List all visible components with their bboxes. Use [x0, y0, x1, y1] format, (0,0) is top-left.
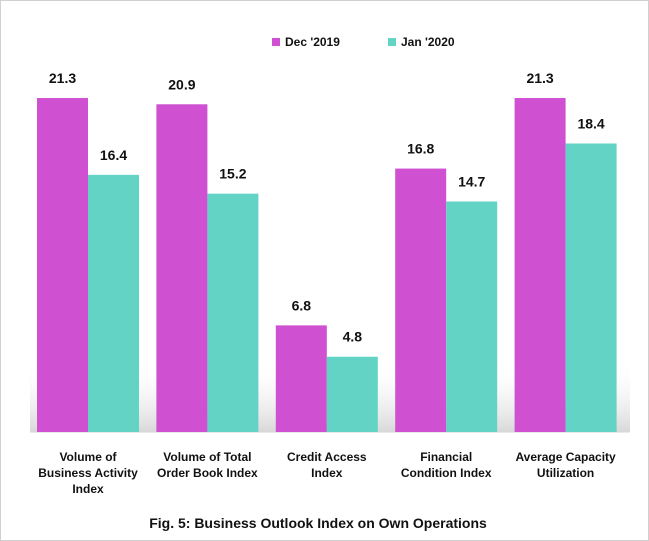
- bar: [207, 193, 259, 432]
- data-label: 15.2: [219, 166, 246, 182]
- x-tick-label: Credit Access Index: [287, 450, 367, 480]
- data-label: 18.4: [577, 115, 604, 131]
- data-label: 21.3: [49, 70, 76, 86]
- bar: [565, 143, 617, 432]
- bar: [275, 325, 327, 432]
- x-tick-label: Volume of Business Activity Index: [38, 450, 138, 496]
- legend-swatch: [272, 38, 280, 46]
- chart-title: Fig. 5: Business Outlook Index on Own Op…: [149, 515, 487, 531]
- legend-label: Jan '2020: [401, 35, 455, 49]
- x-tick-label: Financial Condition Index: [401, 450, 492, 480]
- bar: [395, 168, 447, 433]
- legend-swatch: [388, 38, 396, 46]
- data-label: 20.9: [168, 76, 195, 92]
- legend-label: Dec '2019: [285, 35, 340, 49]
- x-tick-label: Average Capacity Utilization: [515, 450, 616, 480]
- bar: [156, 104, 208, 433]
- bar: [37, 98, 88, 433]
- bar: [446, 201, 498, 432]
- data-label: 16.4: [100, 147, 127, 163]
- bar: [326, 356, 378, 432]
- bar: [88, 174, 139, 432]
- data-label: 6.8: [292, 297, 312, 313]
- x-tick-label: Volume of Total Order Book Index: [157, 450, 258, 480]
- data-label: 4.8: [343, 329, 363, 345]
- data-label: 14.7: [458, 174, 485, 190]
- bar: [514, 98, 566, 433]
- data-label: 21.3: [526, 70, 553, 86]
- data-label: 16.8: [407, 141, 434, 157]
